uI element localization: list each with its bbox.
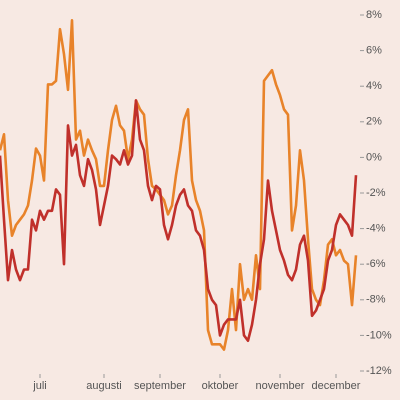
- y-tick-label: 6%: [366, 45, 382, 57]
- y-tick-label: 2%: [366, 116, 382, 128]
- x-tick-label: juli: [32, 380, 46, 392]
- y-tick-label: -6%: [366, 258, 386, 270]
- y-tick-label: 8%: [366, 9, 382, 21]
- y-tick-label: -8%: [366, 294, 386, 306]
- series-line: [0, 99, 358, 342]
- y-tick-label: 0%: [366, 151, 382, 163]
- y-tick-label: -4%: [366, 223, 386, 235]
- x-tick-label: november: [256, 380, 305, 392]
- series-line: [0, 19, 358, 351]
- x-tick-label: september: [134, 380, 186, 392]
- y-tick-label: -10%: [366, 329, 392, 341]
- y-tick-label: -2%: [366, 187, 386, 199]
- x-tick-label: december: [312, 380, 361, 392]
- y-tick-label: -12%: [366, 365, 392, 377]
- x-tick-label: oktober: [202, 380, 239, 392]
- x-tick-label: augusti: [86, 380, 121, 392]
- y-tick-label: 4%: [366, 80, 382, 92]
